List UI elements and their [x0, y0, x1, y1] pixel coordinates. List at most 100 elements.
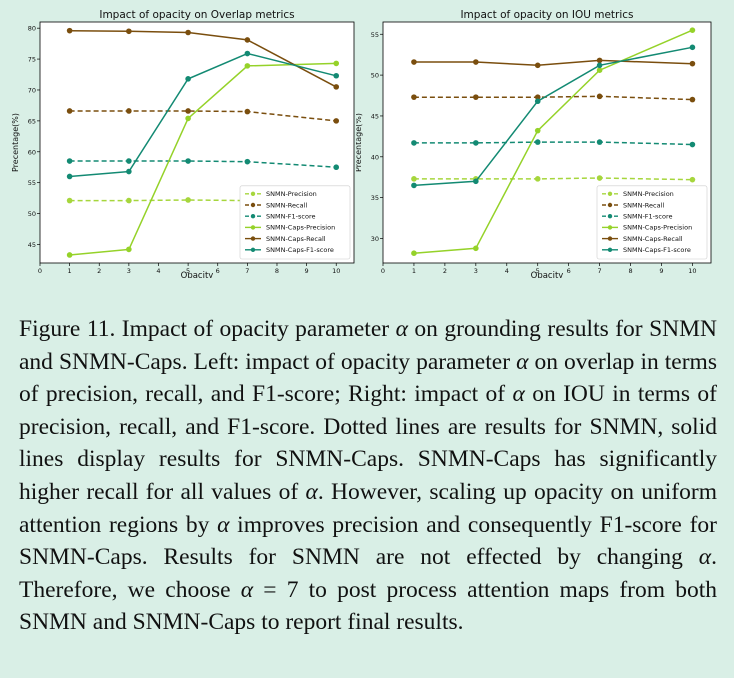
y-tick-label: 30 — [371, 235, 379, 243]
data-point — [66, 252, 73, 258]
legend-marker — [250, 191, 256, 196]
legend-label: SNMN-Recall — [266, 201, 307, 209]
y-tick-label: 35 — [371, 194, 379, 202]
y-tick-label: 55 — [28, 179, 36, 187]
x-tick-label: 2 — [97, 267, 101, 275]
legend-marker — [607, 225, 613, 230]
data-point — [185, 197, 191, 203]
alpha-symbol: α — [698, 544, 712, 571]
y-tick-label: 70 — [28, 86, 36, 94]
data-point — [333, 60, 340, 67]
x-tick-label: 3 — [474, 267, 478, 275]
y-tick-label: 55 — [371, 31, 379, 39]
caption-part: on IOU in terms of precision, recall, an… — [19, 381, 717, 505]
x-tick-label: 7 — [598, 267, 602, 275]
legend-label: SNMN-Caps-F1-score — [266, 246, 334, 254]
data-point — [244, 108, 251, 115]
legend-label: SNMN-Caps-Precision — [623, 224, 692, 232]
data-point — [411, 140, 417, 146]
x-tick-label: 5 — [186, 267, 190, 275]
figure-caption: Figure 11. Impact of opacity parameter α… — [19, 313, 717, 639]
alpha-symbol: α — [240, 576, 254, 603]
x-tick-label: 6 — [216, 267, 220, 275]
data-point — [596, 67, 603, 73]
legend-label: SNMN-Caps-Precision — [266, 224, 335, 232]
x-tick-label: 8 — [275, 267, 279, 275]
x-axis-label: Opacity — [531, 271, 564, 278]
data-point — [66, 27, 73, 34]
y-tick-label: 65 — [28, 117, 36, 125]
legend-label: SNMN-F1-score — [623, 213, 673, 221]
data-point — [534, 62, 541, 69]
x-tick-label: 0 — [381, 267, 385, 275]
data-point — [66, 197, 73, 204]
chart-overlap: Impact of opacity on Overlap metrics 0 1 2 3… — [11, 9, 355, 278]
caption-part: = 7 to post process attention maps from … — [19, 576, 718, 636]
legend-marker — [250, 236, 256, 241]
x-tick-label: 7 — [245, 267, 249, 275]
data-point — [596, 93, 603, 100]
data-point — [244, 158, 251, 165]
data-point — [596, 62, 603, 69]
data-point — [244, 63, 251, 69]
alpha-symbol: α — [305, 478, 318, 505]
legend-box — [239, 185, 351, 260]
legend-label: SNMN-Precision — [266, 190, 317, 198]
x-tick-label: 0 — [38, 267, 42, 275]
legend-label: SNMN-Caps-Recall — [266, 235, 326, 243]
caption-part: on grounding results for SNMN and SNMN-C… — [19, 316, 717, 375]
data-point — [126, 246, 132, 253]
y-tick-label: 75 — [28, 56, 36, 64]
data-point — [689, 27, 696, 33]
legend-marker — [607, 247, 613, 252]
data-point — [689, 176, 696, 183]
caption-part: . Therefore, we choose — [19, 544, 717, 603]
y-tick-label: 60 — [28, 148, 36, 156]
data-point — [126, 197, 132, 204]
legend-marker — [607, 191, 613, 196]
data-point — [534, 94, 541, 100]
data-point — [66, 108, 73, 114]
data-point — [689, 141, 696, 148]
legend-label: SNMN-F1-score — [266, 213, 316, 221]
data-point — [244, 37, 251, 43]
x-tick-label: 1 — [412, 267, 416, 275]
data-point — [333, 72, 340, 79]
data-point — [689, 60, 696, 67]
data-point — [689, 44, 696, 51]
data-point — [534, 139, 541, 145]
data-point — [185, 108, 191, 114]
x-tick-label: 3 — [127, 267, 131, 275]
data-point — [596, 175, 603, 181]
alpha-symbol: α — [395, 316, 408, 342]
legend-marker — [607, 236, 613, 241]
legend-marker — [250, 225, 256, 230]
data-point — [473, 59, 479, 65]
alpha-symbol: α — [512, 381, 525, 408]
data-point — [534, 127, 541, 134]
data-point — [596, 139, 603, 145]
data-point — [185, 29, 191, 36]
chart-title: Impact of opacity on Overlap metrics — [99, 9, 294, 21]
x-tick-label: 9 — [659, 267, 663, 275]
legend-marker — [250, 202, 256, 208]
y-axis-label: Precentage(%) — [356, 113, 363, 172]
data-point — [473, 178, 479, 185]
legend-label: SNMN-Caps-Recall — [623, 235, 683, 243]
data-point — [534, 176, 541, 182]
x-tick-label: 6 — [567, 267, 571, 275]
legend-label: SNMN-Caps-F1-score — [623, 246, 691, 254]
y-tick-label: 45 — [28, 241, 36, 249]
x-tick-label: 4 — [156, 267, 160, 275]
data-point — [534, 98, 541, 105]
data-point — [411, 182, 417, 189]
legend-box — [596, 185, 708, 260]
data-point — [126, 158, 132, 164]
data-point — [596, 57, 603, 64]
data-point — [185, 158, 191, 164]
data-point — [411, 59, 417, 65]
data-point — [473, 245, 479, 252]
data-point — [244, 50, 251, 57]
y-tick-label: 80 — [28, 25, 36, 33]
y-tick-label: 45 — [371, 112, 379, 120]
